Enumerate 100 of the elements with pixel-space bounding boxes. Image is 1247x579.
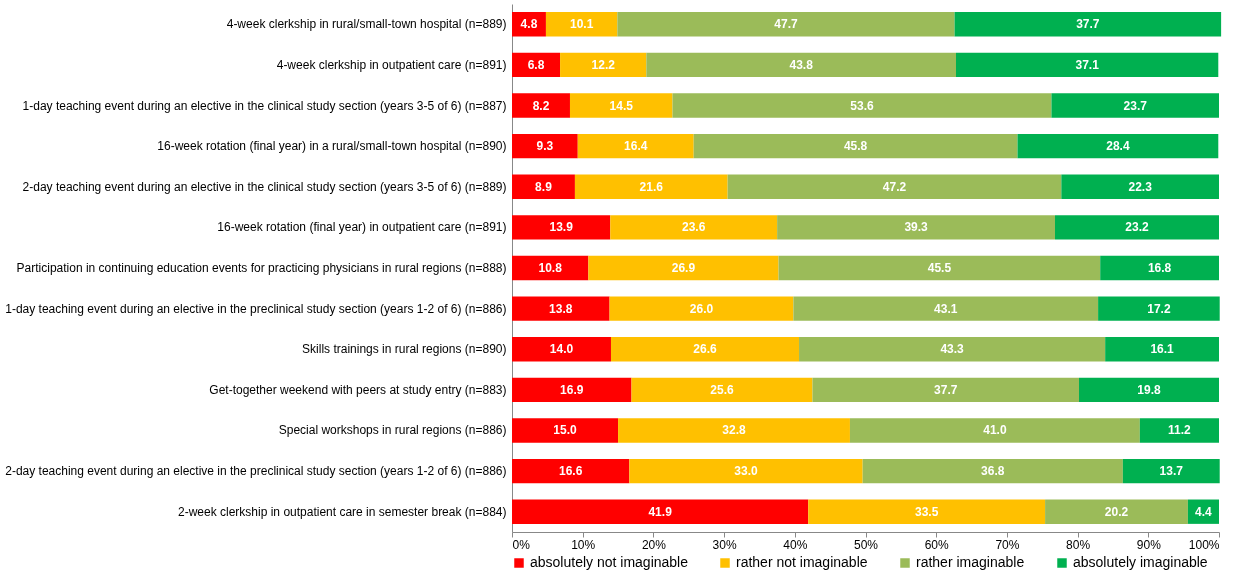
legend-label: rather imaginable bbox=[916, 554, 1025, 570]
data-label: 28.4 bbox=[1106, 139, 1130, 154]
bar bbox=[808, 499, 1046, 524]
bar bbox=[1017, 133, 1219, 159]
bar bbox=[512, 418, 619, 443]
data-label: 36.8 bbox=[981, 464, 1005, 479]
bar bbox=[1079, 377, 1219, 403]
y-tick-label: 16-week rotation (final year) in a rural/small-town hospital (n=890) bbox=[157, 139, 507, 154]
x-tick-label: 20% bbox=[641, 537, 667, 552]
bar bbox=[512, 377, 632, 403]
data-label: 43.3 bbox=[940, 342, 965, 357]
data-label: 37.7 bbox=[1076, 17, 1100, 32]
bar bbox=[609, 296, 794, 321]
data-label: 23.7 bbox=[1123, 98, 1148, 113]
bar bbox=[588, 255, 779, 281]
x-tick-label: 40% bbox=[783, 537, 808, 552]
bar bbox=[1100, 255, 1219, 281]
bar bbox=[512, 337, 611, 362]
y-tick-label: 1-day teaching event during an elective in the clinical study section (years 3-5 of 6) (n=887) bbox=[22, 98, 507, 113]
bar bbox=[1139, 418, 1219, 443]
data-label: 4.4 bbox=[1195, 504, 1213, 519]
bar bbox=[1045, 499, 1188, 524]
bar bbox=[577, 133, 694, 159]
bar bbox=[777, 215, 1055, 240]
bar bbox=[512, 458, 630, 484]
bar bbox=[610, 337, 800, 362]
data-label: 33.5 bbox=[914, 504, 939, 519]
data-label: 37.7 bbox=[934, 382, 958, 397]
bar bbox=[799, 337, 1106, 362]
bar bbox=[512, 174, 575, 199]
bar bbox=[631, 377, 813, 403]
data-label: 15.0 bbox=[553, 423, 578, 438]
data-label: 22.3 bbox=[1128, 179, 1153, 194]
data-label: 39.3 bbox=[904, 220, 929, 235]
bar bbox=[1061, 174, 1219, 199]
bar bbox=[1098, 296, 1220, 321]
y-tick-label: Participation in continuing education events for practicing physicians in rural regions (n=888) bbox=[16, 261, 507, 275]
bar bbox=[512, 255, 589, 281]
data-label: 16.4 bbox=[624, 139, 648, 154]
bar bbox=[512, 296, 610, 321]
y-tick-label: 16-week rotation (final year) in outpatient care (n=891) bbox=[217, 220, 507, 235]
data-label: 53.6 bbox=[850, 98, 874, 113]
data-label: 43.8 bbox=[789, 57, 814, 72]
bar bbox=[512, 499, 809, 524]
bar bbox=[862, 458, 1123, 484]
data-label: 33.0 bbox=[734, 464, 759, 479]
bar bbox=[560, 52, 647, 78]
data-label: 41.0 bbox=[983, 423, 1007, 438]
bar bbox=[672, 93, 1052, 118]
legend-label: rather not imaginable bbox=[736, 554, 868, 570]
bar bbox=[954, 12, 1222, 37]
x-tick-label: 10% bbox=[571, 537, 596, 552]
x-tick-label: 50% bbox=[853, 537, 879, 552]
data-label: 14.0 bbox=[549, 342, 574, 357]
data-label: 25.6 bbox=[710, 382, 734, 397]
bar bbox=[778, 255, 1101, 281]
data-label: 43.1 bbox=[934, 301, 958, 316]
data-label: 26.0 bbox=[689, 301, 714, 316]
y-tick-label: 2-day teaching event during an elective in the clinical study section (years 3-5 of 6) (n=889) bbox=[22, 179, 507, 194]
legend-label: absolutely imaginable bbox=[1073, 554, 1208, 570]
bar bbox=[727, 174, 1062, 199]
bar bbox=[646, 52, 956, 78]
x-tick-label: 90% bbox=[1136, 537, 1162, 552]
data-label: 17.2 bbox=[1147, 301, 1171, 316]
bar bbox=[512, 93, 570, 118]
data-label: 32.8 bbox=[722, 423, 746, 438]
legend-label: absolutely not imaginable bbox=[530, 554, 689, 570]
bar bbox=[1051, 93, 1219, 118]
data-label: 10.8 bbox=[538, 261, 563, 275]
bar bbox=[849, 418, 1140, 443]
data-label: 8.2 bbox=[532, 98, 550, 113]
data-label: 23.2 bbox=[1125, 220, 1149, 235]
bar bbox=[812, 377, 1080, 403]
data-label: 10.1 bbox=[569, 17, 594, 32]
data-label: 47.7 bbox=[774, 17, 798, 32]
y-tick-label: Skills trainings in rural regions (n=890) bbox=[302, 342, 507, 357]
x-tick-label: 0% bbox=[512, 537, 531, 552]
x-tick-label: 70% bbox=[995, 537, 1020, 552]
y-tick-label: Special workshops in rural regions (n=886) bbox=[278, 423, 507, 438]
bar bbox=[512, 133, 578, 159]
bar bbox=[610, 215, 778, 240]
data-label: 19.8 bbox=[1137, 382, 1162, 397]
data-label: 26.6 bbox=[693, 342, 718, 357]
data-label: 37.1 bbox=[1075, 57, 1100, 72]
data-label: 13.9 bbox=[549, 220, 574, 235]
bar bbox=[617, 12, 955, 37]
data-label: 45.8 bbox=[843, 139, 868, 154]
data-label: 13.7 bbox=[1159, 464, 1184, 479]
bar bbox=[693, 133, 1018, 159]
data-label: 14.5 bbox=[609, 98, 634, 113]
bar bbox=[569, 93, 673, 118]
bar bbox=[618, 418, 850, 443]
y-tick-label: 2-day teaching event during an elective in the preclinical study section (years 1-2 of 6) (n=886) bbox=[5, 464, 507, 479]
bar bbox=[956, 52, 1219, 78]
y-tick-label: 4-week clerkship in outpatient care (n=891) bbox=[276, 57, 507, 72]
data-label: 6.8 bbox=[527, 57, 545, 72]
data-label: 45.5 bbox=[927, 261, 952, 275]
y-tick-label: 1-day teaching event during an elective in the preclinical study section (years 1-2 of 6) (n=886) bbox=[5, 301, 507, 316]
data-label: 11.2 bbox=[1168, 423, 1192, 438]
data-label: 16.1 bbox=[1150, 342, 1175, 357]
